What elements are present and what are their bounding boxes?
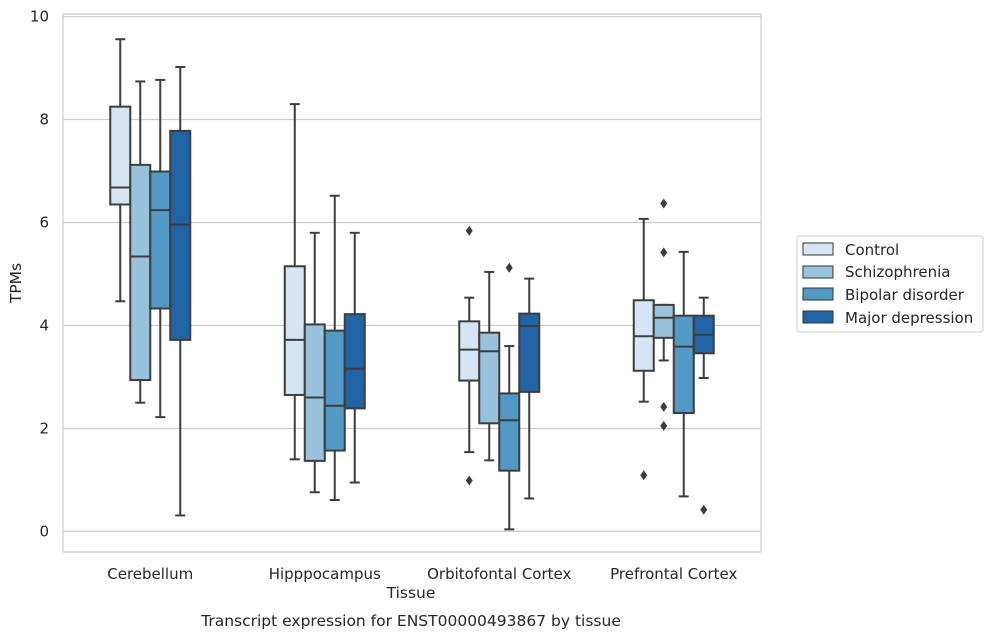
box-iqr — [323, 329, 346, 452]
x-tick-label-hipppocampus: Hipppocampus — [269, 565, 381, 583]
x-tick-label-cerebellum: Cerebellum — [107, 565, 193, 583]
box-iqr — [672, 314, 695, 414]
box-prefrontal-cortex-major-depression — [692, 296, 715, 515]
box-prefrontal-cortex-control — [632, 217, 655, 481]
box-orbitofontal-cortex-major-depression — [518, 277, 541, 500]
y-tick-label-8: 8 — [39, 111, 49, 129]
box-iqr — [169, 129, 192, 341]
x-tick-labels: Cerebellum Hipppocampus Orbitofontal Corte… — [107, 565, 737, 583]
box-cerebellum-bipolar-disorder — [149, 78, 172, 419]
box-hipppocampus-schizophrenia — [303, 231, 326, 494]
box-iqr — [283, 265, 306, 396]
legend-swatch-control — [802, 242, 834, 256]
legend-swatch-bipolar-disorder — [802, 287, 834, 301]
y-tick-label-0: 0 — [39, 522, 49, 540]
box-prefrontal-cortex-bipolar-disorder — [672, 250, 695, 498]
box-iqr — [458, 320, 481, 382]
outlier-point — [660, 247, 668, 258]
box-iqr — [109, 105, 132, 206]
box-cerebellum-control — [109, 38, 132, 303]
x-tick-label-prefrontal-cortex: Prefrontal Cortex — [610, 565, 737, 583]
box-iqr — [129, 163, 152, 382]
chart-title: Transcript expression for ENST0000049386… — [200, 612, 621, 630]
legend-swatch-schizophrenia — [802, 265, 834, 279]
outlier-point — [640, 470, 648, 481]
legend-label-schizophrenia: Schizophrenia — [845, 263, 950, 281]
legend: Control Schizophrenia Bipolar disorder M… — [796, 235, 984, 333]
box-iqr — [343, 313, 366, 410]
box-orbitofontal-cortex-bipolar-disorder — [498, 262, 521, 531]
box-iqr — [498, 392, 521, 472]
box-iqr — [518, 312, 541, 393]
legend-frame — [796, 235, 984, 333]
box-iqr — [478, 331, 501, 425]
outlier-point — [700, 504, 708, 515]
box-iqr — [652, 303, 675, 339]
outlier-point — [660, 401, 668, 412]
box-iqr — [149, 170, 172, 310]
legend-label-major-depression: Major depression — [845, 309, 973, 327]
outlier-point — [465, 225, 473, 236]
y-axis-title: TPMs — [7, 263, 25, 304]
y-tick-labels: 0 2 4 6 8 10 — [30, 8, 49, 541]
legend-label-bipolar-disorder: Bipolar disorder — [845, 286, 965, 304]
legend-swatch-major-depression — [802, 310, 834, 324]
x-axis-title: Tissue — [386, 584, 436, 602]
y-tick-label-6: 6 — [39, 214, 49, 232]
box-iqr — [303, 323, 326, 462]
legend-label-control: Control — [845, 241, 899, 259]
box-prefrontal-cortex-schizophrenia — [652, 198, 675, 431]
y-tick-label-10: 10 — [30, 8, 49, 26]
box-cerebellum-major-depression — [169, 66, 192, 517]
outlier-point — [465, 475, 473, 486]
x-tick-label-orbitofontal-cortex: Orbitofontal Cortex — [427, 565, 571, 583]
y-tick-label-4: 4 — [39, 316, 49, 334]
y-tick-label-2: 2 — [39, 419, 49, 437]
outlier-point — [660, 198, 668, 209]
outlier-point — [660, 420, 668, 431]
box-hipppocampus-major-depression — [343, 231, 366, 484]
outlier-point — [505, 262, 513, 273]
boxes — [109, 38, 715, 531]
box-orbitofontal-cortex-schizophrenia — [478, 270, 501, 462]
